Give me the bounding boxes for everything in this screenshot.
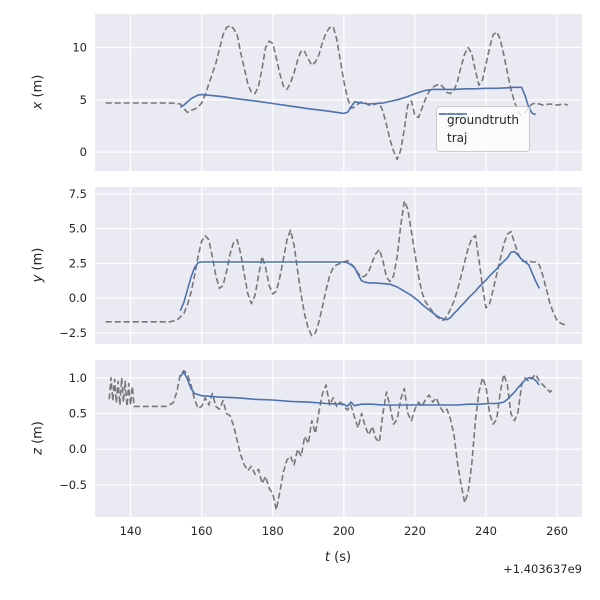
y-tick-label-y: −2.5 [59,326,87,340]
series-traj-y [179,250,541,321]
x-tick-label: 200 [333,524,355,538]
y-tick-label-y: 0.0 [69,291,87,305]
ylabel-z: z (m) [31,421,46,455]
y-tick-label-z: 0.5 [69,407,87,421]
x-tick-label: 260 [546,524,568,538]
ylabel-y-unit: (m) [30,247,46,275]
x-tick-label: 180 [262,524,284,538]
y-tick-label-x: 5 [80,93,87,107]
ylabel-x-unit: (m) [30,74,46,102]
ylabel-x: x (m) [31,75,46,110]
traj-solid-line-swatch [439,113,467,115]
series-traj-x [179,86,537,116]
y-tick-label-z: 1.0 [69,371,87,385]
x-tick-label: 160 [191,524,213,538]
legend-label-traj: traj [447,131,468,145]
subplot-x: 0 5 10 [72,14,582,171]
series-groundtruth-x [105,24,569,161]
series-traj-z [179,371,540,408]
ylabel-x-var: x [30,101,46,110]
subplot-z: −0.5 0.0 0.5 1.0 [59,360,582,517]
y-tick-label-z: −0.5 [59,478,87,492]
y-tick-label-z: 0.0 [69,442,87,456]
subplot-y: −2.5 0.0 2.5 5.0 7.5 [59,187,582,344]
ylabel-z-var: z [30,448,46,455]
y-tick-label-x: 10 [72,40,87,54]
x-tick-label: 220 [404,524,426,538]
series-groundtruth-y [105,200,569,337]
y-tick-label-x: 0 [80,145,87,159]
y-tick-label-y: 7.5 [69,187,87,201]
x-tick-label: 240 [475,524,497,538]
xlabel: t (s) [325,550,351,565]
x-tick-label: 140 [120,524,142,538]
ylabel-z-unit: (m) [30,421,46,449]
axes-background-z [95,360,582,517]
xlabel-unit: (s) [330,550,352,565]
legend-item-traj: traj [439,113,519,145]
series-groundtruth-z [108,369,555,511]
legend-label-groundtruth: groundtruth [447,113,520,127]
ylabel-y: y (m) [31,248,46,283]
ylabel-y-var: y [30,274,46,283]
xlabel-var: t [324,550,331,565]
x-axis-offset-label: +1.403637e9 [503,562,582,576]
legend: groundtruth traj [436,106,531,152]
y-tick-label-y: 5.0 [69,222,87,236]
y-tick-label-y: 2.5 [69,256,87,270]
axes-background-y [95,187,582,344]
